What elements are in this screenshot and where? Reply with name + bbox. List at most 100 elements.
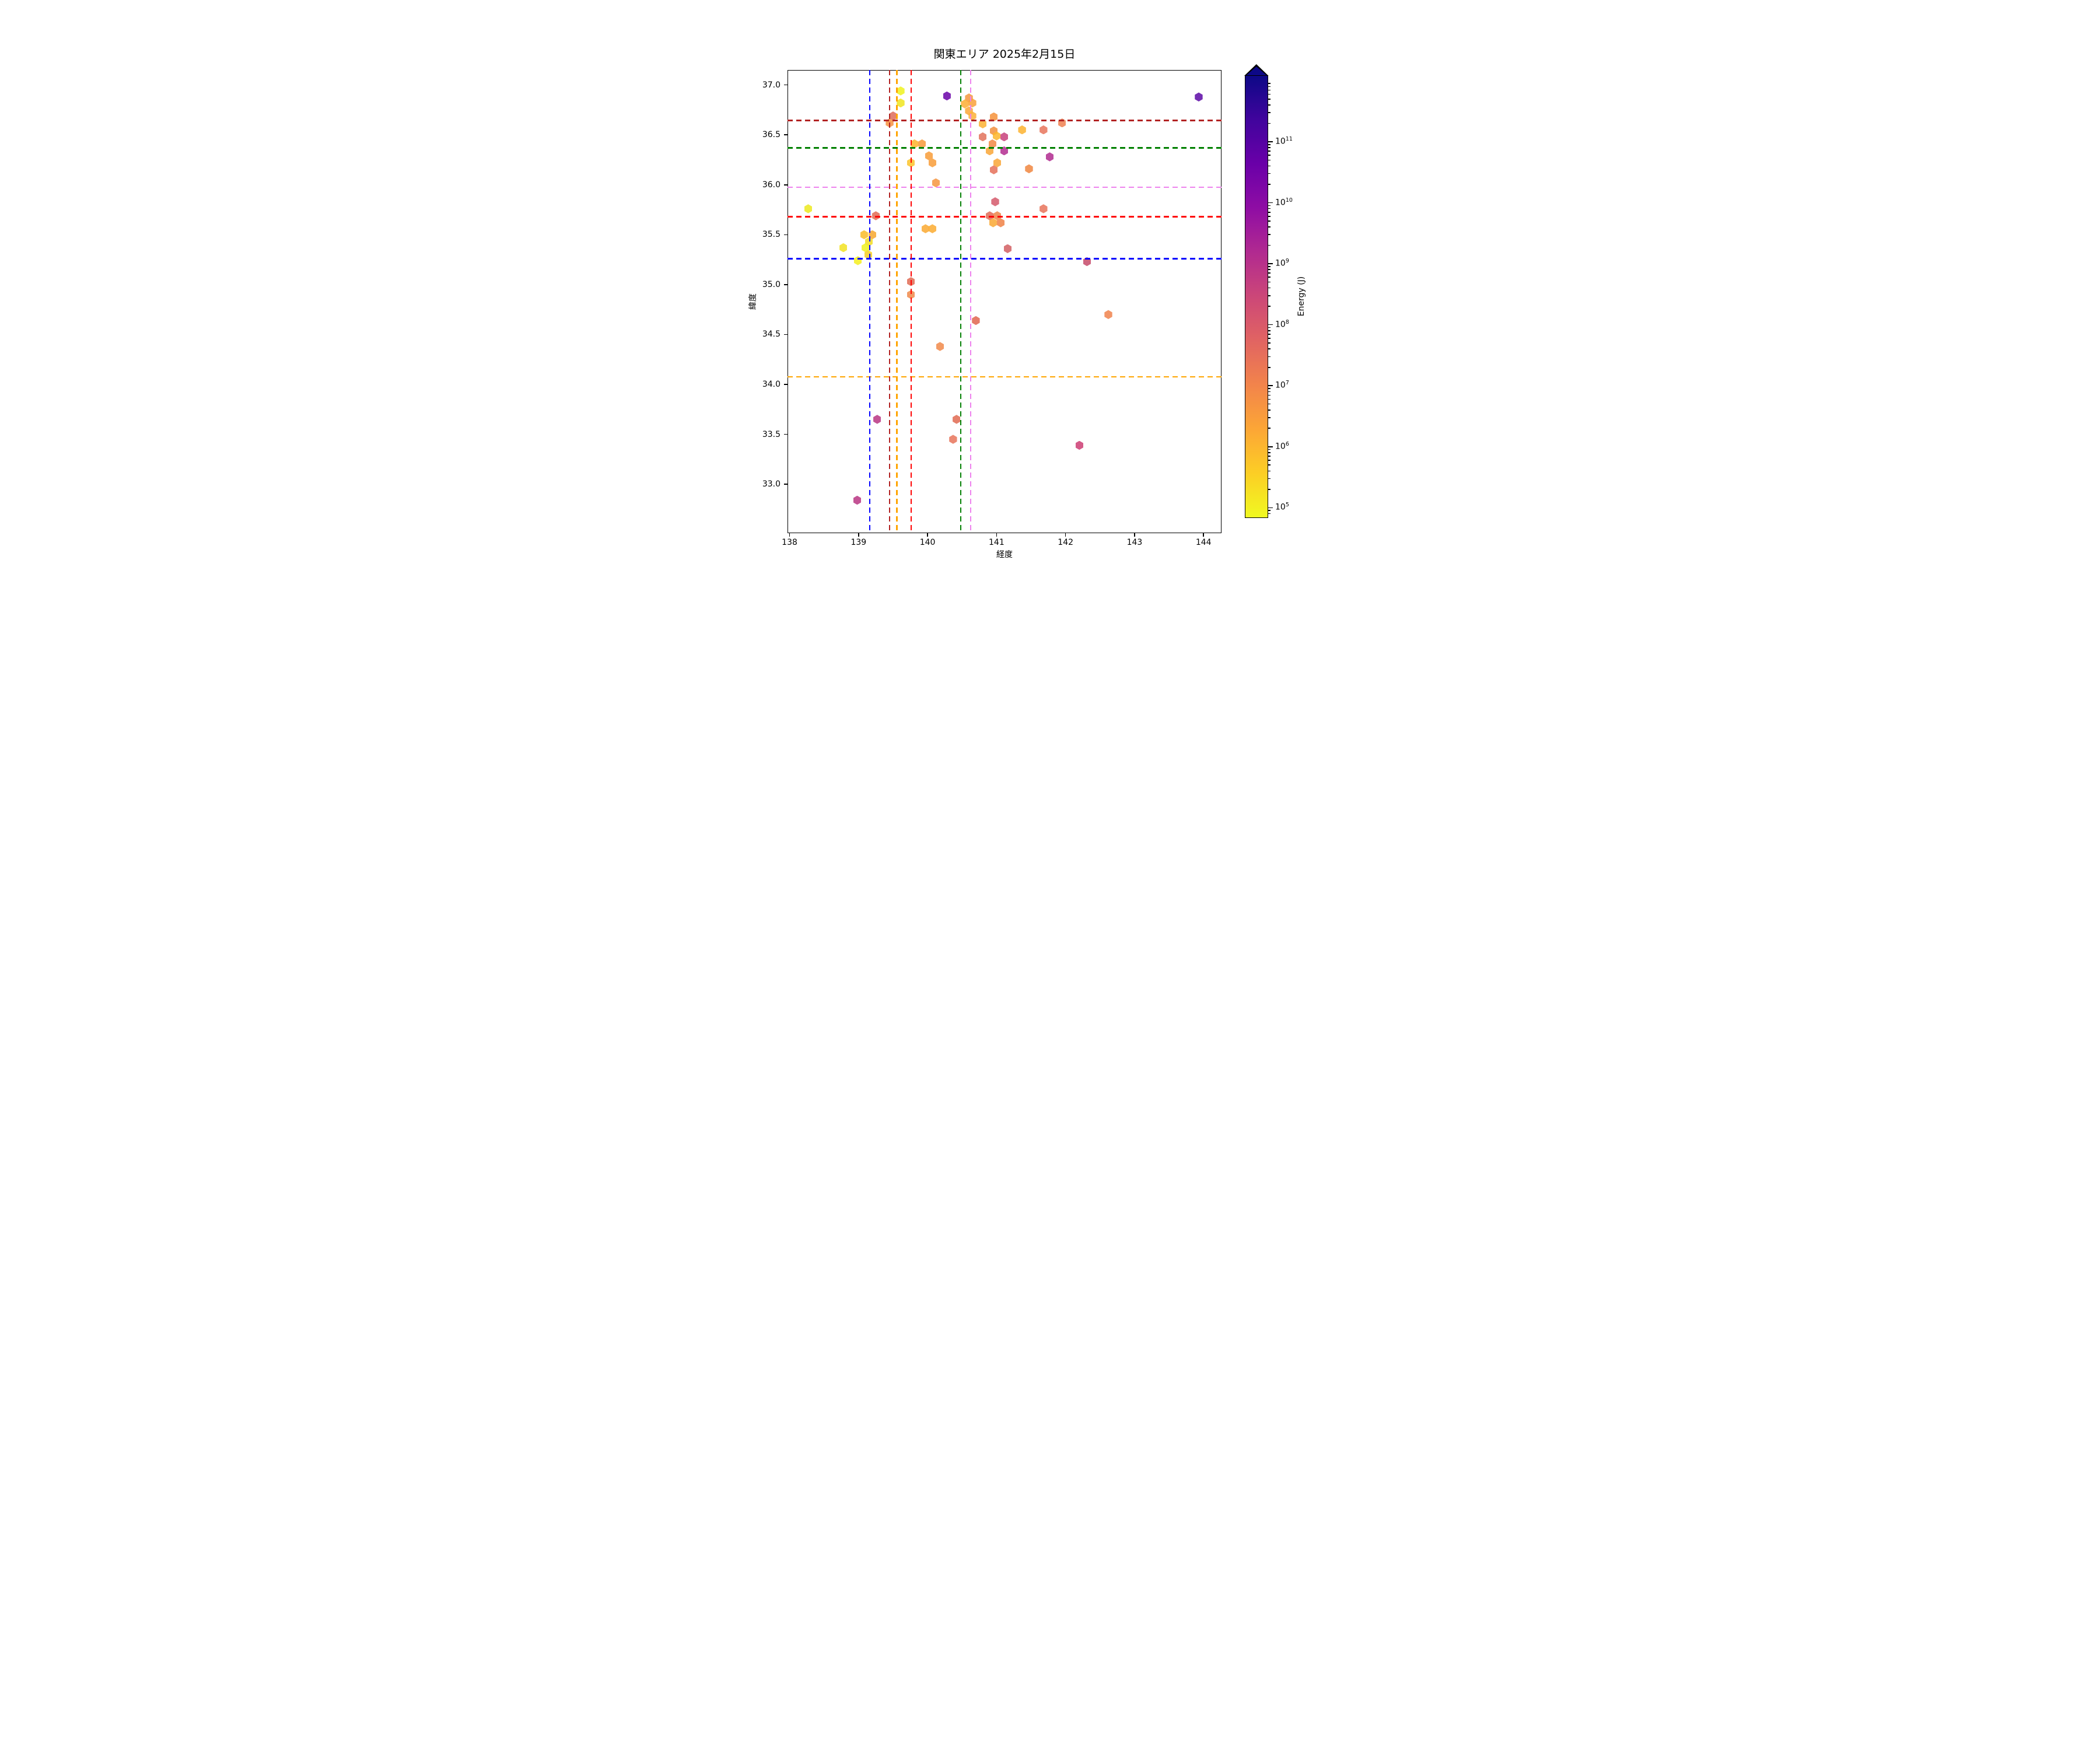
data-point (860, 230, 868, 240)
x-tick-label: 138 (782, 538, 797, 547)
vertical-reference-line (869, 70, 870, 533)
horizontal-reference-line (788, 216, 1222, 218)
colorbar-minor-tick (1268, 403, 1271, 405)
colorbar-minor-tick (1268, 295, 1271, 296)
data-point (1075, 440, 1084, 450)
vertical-reference-line (970, 70, 972, 533)
colorbar-minor-tick (1268, 428, 1271, 429)
colorbar-minor-tick (1268, 272, 1271, 274)
colorbar-minor-tick (1268, 470, 1271, 472)
data-point (889, 111, 897, 121)
data-point (985, 211, 994, 220)
colorbar-minor-tick (1268, 123, 1271, 124)
y-tick-label: 36.5 (762, 130, 780, 140)
x-tick (927, 533, 928, 537)
vertical-reference-line (888, 70, 891, 533)
colorbar-minor-tick (1268, 86, 1271, 88)
colorbar-minor-tick (1268, 417, 1271, 418)
horizontal-reference-line (788, 147, 1222, 149)
colorbar-minor-tick (1268, 456, 1271, 457)
data-point (925, 151, 933, 160)
colorbar-minor-tick (1268, 366, 1271, 368)
data-point (839, 243, 848, 253)
data-point (985, 146, 994, 156)
data-point (1000, 132, 1009, 142)
data-point (897, 98, 905, 108)
data-point (1000, 146, 1009, 156)
data-point (979, 119, 987, 129)
y-tick (784, 384, 788, 385)
colorbar-minor-tick (1268, 338, 1271, 339)
colorbar-minor-tick (1268, 398, 1271, 400)
data-point (1195, 92, 1203, 102)
y-tick-label: 36.0 (762, 180, 780, 190)
x-tick-label: 142 (1058, 538, 1074, 547)
y-tick-label: 37.0 (762, 80, 780, 90)
y-tick-label: 34.5 (762, 330, 780, 340)
x-tick (996, 533, 998, 537)
colorbar-minor-tick (1268, 173, 1271, 174)
y-tick-label: 33.0 (762, 480, 780, 489)
colorbar-minor-tick (1268, 226, 1271, 228)
colorbar-minor-tick (1268, 159, 1271, 161)
colorbar-minor-tick (1268, 165, 1271, 167)
y-tick (784, 234, 788, 236)
data-point (872, 211, 880, 220)
colorbar-minor-tick (1268, 99, 1271, 100)
data-point (979, 132, 987, 142)
colorbar-major-tick (1268, 385, 1273, 386)
colorbar-tick-label: 1011 (1275, 135, 1293, 146)
chart-title: 関東エリア 2025年2月15日 (933, 48, 1076, 61)
colorbar-minor-tick (1268, 104, 1271, 106)
x-tick-label: 143 (1126, 538, 1143, 547)
colorbar-minor-tick (1268, 89, 1271, 91)
y-axis-label: 緯度 (748, 293, 758, 310)
data-point (928, 158, 937, 167)
data-point (853, 495, 862, 505)
data-point (1025, 164, 1033, 174)
y-tick (784, 433, 788, 435)
x-axis-label: 経度 (996, 550, 1013, 559)
y-tick-label: 35.5 (762, 230, 780, 240)
horizontal-reference-line (788, 120, 1222, 121)
colorbar-minor-tick (1268, 93, 1271, 95)
colorbar-major-tick (1268, 141, 1273, 142)
y-tick (784, 484, 788, 485)
data-point (989, 165, 998, 174)
x-tick-label: 141 (989, 538, 1005, 547)
horizontal-reference-line (788, 186, 1222, 188)
horizontal-reference-line (788, 376, 1222, 378)
colorbar-minor-tick (1268, 287, 1271, 289)
colorbar-minor-tick (1268, 208, 1271, 209)
data-point (988, 139, 996, 149)
data-point (953, 415, 961, 424)
figure: 関東エリア 2025年2月15日 経度 緯度 Energy (J) 138 139… (700, 0, 1400, 583)
data-point (961, 99, 969, 108)
colorbar-minor-tick (1268, 211, 1271, 213)
data-point (868, 230, 877, 240)
y-tick-label: 35.0 (762, 279, 780, 289)
vertical-reference-line (896, 70, 898, 533)
data-point (1045, 152, 1054, 162)
data-point (972, 316, 980, 326)
data-point (1040, 125, 1048, 135)
colorbar-minor-tick (1268, 244, 1271, 246)
y-tick-label: 33.5 (762, 429, 780, 439)
colorbar-major-tick (1268, 263, 1273, 264)
colorbar-minor-tick (1268, 155, 1271, 156)
colorbar-minor-tick (1268, 489, 1271, 490)
data-point (932, 178, 940, 188)
data-point (861, 243, 870, 253)
colorbar-minor-tick (1268, 330, 1271, 331)
y-tick (784, 134, 788, 136)
colorbar-minor-tick (1268, 184, 1271, 185)
x-tick (1134, 533, 1135, 537)
colorbar-minor-tick (1268, 410, 1271, 411)
data-point (989, 218, 998, 228)
colorbar-minor-tick (1268, 281, 1271, 283)
data-point (1003, 244, 1012, 254)
colorbar-tick-label: 105 (1275, 502, 1289, 512)
horizontal-reference-line (788, 258, 1222, 260)
data-point (873, 415, 881, 424)
colorbar-minor-tick (1268, 215, 1271, 217)
